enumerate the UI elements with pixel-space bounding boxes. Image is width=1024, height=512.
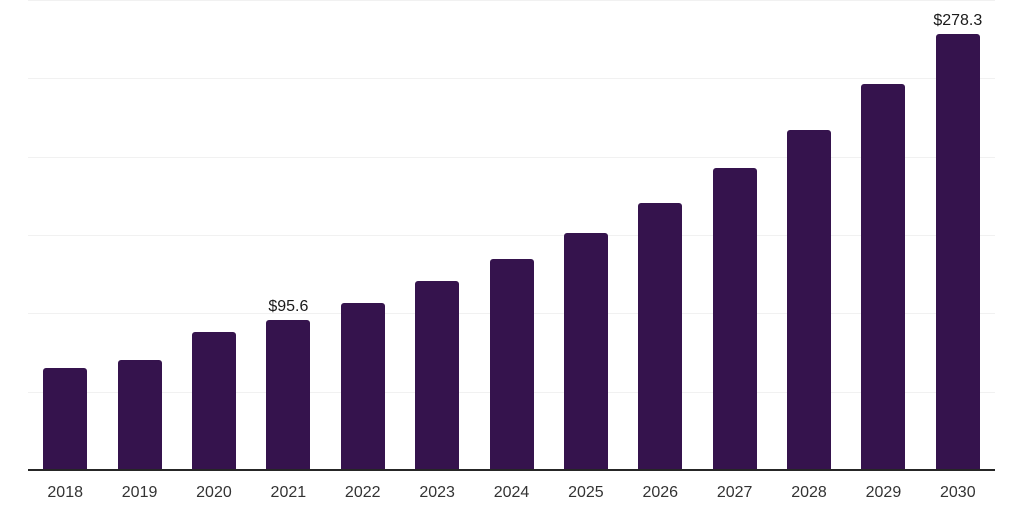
gridline-200 <box>28 156 995 158</box>
x-axis-label-2018: 2018 <box>47 484 83 501</box>
bar-2026[interactable] <box>638 203 683 470</box>
x-axis-label-2021: 2021 <box>270 484 307 501</box>
x-axis-label-2025: 2025 <box>568 484 604 501</box>
x-axis-line <box>28 469 995 471</box>
x-axis-label-2020: 2020 <box>196 484 232 501</box>
gridline-150 <box>28 235 995 236</box>
bar-2025[interactable] <box>563 233 608 470</box>
x-axis-label-2029: 2029 <box>865 484 902 501</box>
gridline-250 <box>28 78 995 80</box>
bar-2030[interactable] <box>935 33 980 470</box>
bar-2024[interactable] <box>489 258 534 470</box>
data-label-2030: $278.3 <box>933 11 983 29</box>
bar-2021[interactable] <box>266 320 311 470</box>
x-axis-label-2024: 2024 <box>493 484 530 501</box>
x-axis-label-2027: 2027 <box>716 484 753 501</box>
x-axis-label-2026: 2026 <box>642 484 679 501</box>
x-axis-label-2022: 2022 <box>344 484 381 501</box>
bar-2029[interactable] <box>861 84 906 470</box>
bar-2028[interactable] <box>787 130 832 470</box>
bar-2027[interactable] <box>712 167 757 470</box>
bar-2020[interactable] <box>191 332 236 470</box>
gridline-300 <box>28 0 995 1</box>
data-label-2021: $95.6 <box>268 298 309 316</box>
bar-2023[interactable] <box>415 280 460 470</box>
x-axis-label-2023: 2023 <box>419 484 455 501</box>
bar-2018[interactable] <box>43 368 88 470</box>
x-axis-label-2019: 2019 <box>121 484 158 501</box>
x-axis-label-2030: 2030 <box>940 484 976 501</box>
bar-2019[interactable] <box>117 360 162 470</box>
x-axis-label-2028: 2028 <box>791 484 827 501</box>
bar-2022[interactable] <box>340 302 385 470</box>
